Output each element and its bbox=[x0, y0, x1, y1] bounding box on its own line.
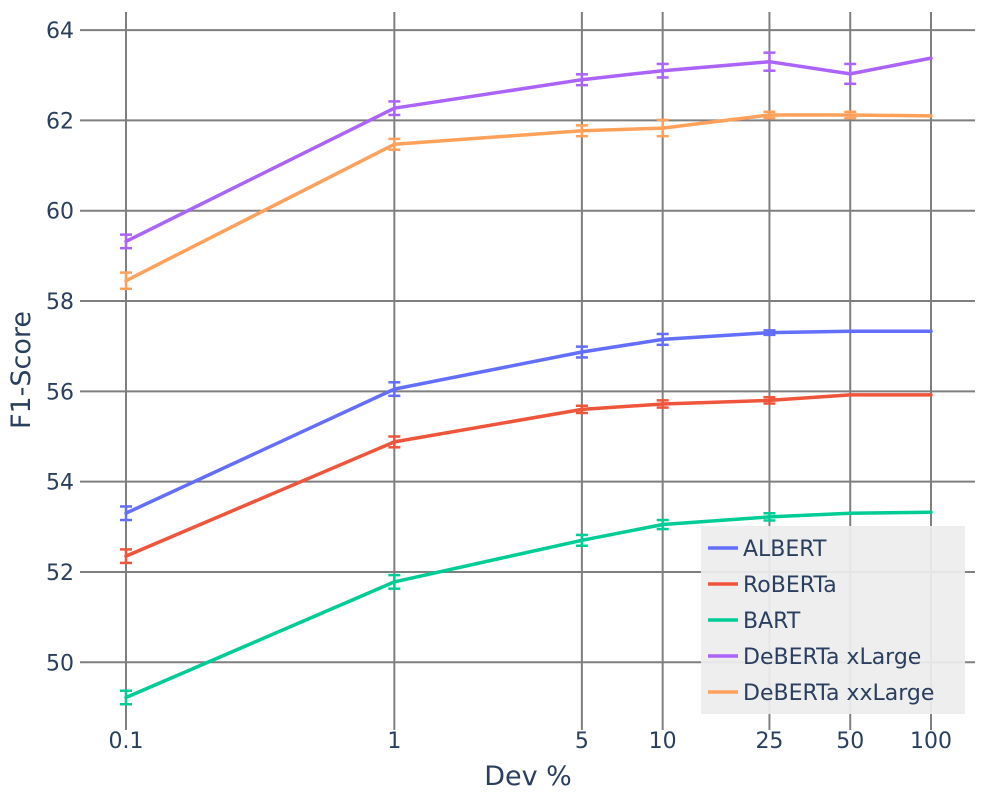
y-axis-title: F1-Score bbox=[6, 311, 37, 429]
x-tick-label: 25 bbox=[755, 729, 783, 754]
legend-label: ALBERT bbox=[743, 537, 827, 562]
x-tick-label: 10 bbox=[649, 729, 677, 754]
legend-label: DeBERTa xLarge bbox=[743, 645, 921, 670]
y-tick-label: 52 bbox=[46, 561, 74, 586]
x-tick-label: 0.1 bbox=[109, 729, 144, 754]
y-tick-label: 50 bbox=[46, 651, 74, 676]
series-albert bbox=[120, 330, 931, 520]
legend-label: BART bbox=[743, 609, 801, 634]
x-tick-label: 50 bbox=[836, 729, 864, 754]
x-tick-label: 5 bbox=[575, 729, 589, 754]
y-tick-label: 54 bbox=[46, 471, 74, 496]
legend-label: DeBERTa xxLarge bbox=[743, 681, 934, 706]
legend-label: RoBERTa bbox=[743, 573, 837, 598]
x-tick-label: 1 bbox=[387, 729, 401, 754]
y-tick-label: 62 bbox=[46, 109, 74, 134]
series-line bbox=[126, 331, 931, 513]
y-tick-label: 64 bbox=[46, 19, 74, 44]
y-tick-label: 56 bbox=[46, 380, 74, 405]
series-line bbox=[126, 58, 931, 241]
x-tick-label: 100 bbox=[910, 729, 952, 754]
legend: ALBERT RoBERTa BART DeBERTa xLarge DeBERTa x… bbox=[701, 526, 965, 714]
series-deberta-xxlarge bbox=[120, 112, 931, 289]
x-axis-title: Dev % bbox=[484, 761, 572, 792]
y-tick-label: 58 bbox=[46, 290, 74, 315]
series-line bbox=[126, 115, 931, 281]
y-tick-label: 60 bbox=[46, 200, 74, 225]
series-deberta-xlarge bbox=[120, 53, 931, 249]
